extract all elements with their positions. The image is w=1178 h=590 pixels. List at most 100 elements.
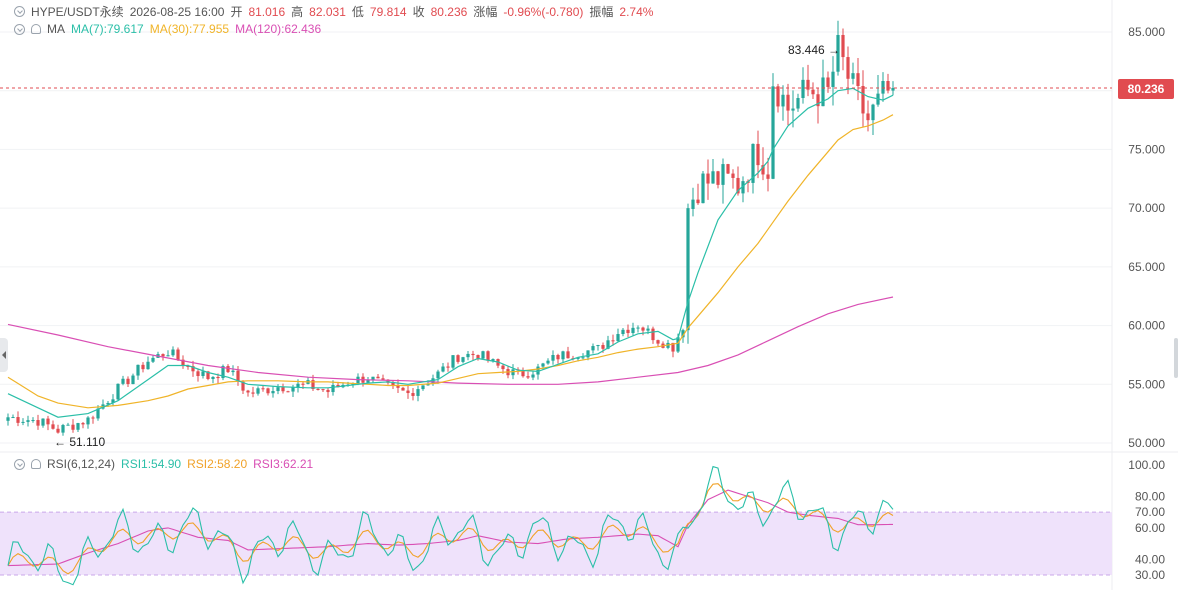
candle-body xyxy=(881,81,884,94)
candle-body xyxy=(16,417,19,423)
candle-body xyxy=(216,377,219,378)
ma-label[interactable]: MA xyxy=(47,22,65,36)
price-tick-label: 60.000 xyxy=(1128,319,1165,333)
rsi-tick-label: 100.00 xyxy=(1128,458,1165,472)
candle-body xyxy=(226,366,229,372)
candle-body xyxy=(171,350,174,356)
candle-body xyxy=(381,378,384,379)
change-label: 涨幅 xyxy=(473,3,497,20)
candle-body xyxy=(86,417,89,424)
candle-body xyxy=(501,366,504,369)
candle-body xyxy=(851,73,854,79)
rsi-tick-label: 80.00 xyxy=(1135,489,1165,503)
candle-body xyxy=(31,420,34,421)
current-price-tag: 80.236 xyxy=(1118,79,1174,99)
ma120-value: MA(120):62.436 xyxy=(235,22,321,36)
price-tick-label: 65.000 xyxy=(1128,260,1165,274)
collapse-toggle-icon[interactable] xyxy=(14,6,25,17)
candle-body xyxy=(581,357,584,358)
candle-body xyxy=(781,95,784,107)
candle-body xyxy=(846,57,849,79)
symbol-label: HYPE/USDT永续 xyxy=(31,3,124,20)
candle-body xyxy=(141,365,144,369)
candle-body xyxy=(561,351,564,359)
candle-body xyxy=(766,174,769,178)
candle-body xyxy=(326,390,329,392)
alarm-bell-icon[interactable] xyxy=(31,24,41,34)
candle-body xyxy=(636,328,639,329)
candle-body xyxy=(621,330,624,334)
candle-body xyxy=(616,334,619,341)
candle-body xyxy=(91,417,94,418)
candle-body xyxy=(626,330,629,333)
candle-body xyxy=(116,384,119,400)
candle-body xyxy=(811,90,814,95)
candle-body xyxy=(596,345,599,346)
high-value: 82.031 xyxy=(309,5,346,19)
candles xyxy=(6,21,894,436)
ma30-line xyxy=(8,115,893,408)
candle-body xyxy=(136,365,139,376)
candle-body xyxy=(316,389,319,390)
left-collapse-handle[interactable] xyxy=(0,338,8,372)
close-label: 收 xyxy=(413,3,425,20)
candle-body xyxy=(376,377,379,379)
rsi-label[interactable]: RSI(6,12,24) xyxy=(47,457,115,471)
candle-body xyxy=(286,391,289,392)
close-value: 80.236 xyxy=(431,5,468,19)
rsi2-value: RSI2:58.20 xyxy=(187,457,247,471)
ma7-value: MA(7):79.617 xyxy=(71,22,144,36)
price-tick-label: 55.000 xyxy=(1128,377,1165,391)
candle-body xyxy=(6,417,9,421)
candle-body xyxy=(71,425,74,430)
candle-body xyxy=(866,113,869,120)
amplitude-label: 振幅 xyxy=(589,3,613,20)
candle-body xyxy=(601,345,604,349)
candle-body xyxy=(51,424,54,428)
candle-body xyxy=(441,367,444,372)
candle-body xyxy=(296,384,299,387)
candle-body xyxy=(301,384,304,385)
candle-body xyxy=(151,358,154,362)
rsi-collapse-icon[interactable] xyxy=(14,459,25,470)
amplitude-value: 2.74% xyxy=(619,5,653,19)
low-label: 低 xyxy=(352,3,364,20)
candle-body xyxy=(161,354,164,356)
candle-body xyxy=(276,387,279,391)
candle-body xyxy=(631,328,634,333)
candle-body xyxy=(76,423,79,430)
right-scroll-handle[interactable] xyxy=(1174,338,1178,378)
candle-body xyxy=(711,171,714,183)
rsi-tick-label: 70.00 xyxy=(1135,505,1165,519)
candle-body xyxy=(256,388,259,393)
price-tick-label: 85.000 xyxy=(1128,25,1165,39)
candle-body xyxy=(641,328,644,331)
candle-body xyxy=(861,86,864,113)
candle-body xyxy=(261,388,264,389)
candle-body xyxy=(406,391,409,393)
candle-body xyxy=(201,371,204,376)
rsi3-value: RSI3:62.21 xyxy=(253,457,313,471)
candle-body xyxy=(411,393,414,396)
candle-body xyxy=(456,355,459,362)
high-label: 高 xyxy=(291,3,303,20)
candle-body xyxy=(776,86,779,106)
candle-body xyxy=(726,164,729,173)
candle-body xyxy=(421,385,424,389)
ma-collapse-icon[interactable] xyxy=(14,24,25,35)
rsi-tick-label: 40.00 xyxy=(1135,552,1165,566)
datetime-label: 2026-08-25 16:00 xyxy=(130,5,225,19)
candle-body xyxy=(61,425,64,433)
rsi-alarm-icon[interactable] xyxy=(31,459,41,469)
candle-body xyxy=(56,429,59,433)
candle-body xyxy=(331,385,334,392)
candle-body xyxy=(481,351,484,358)
candle-body xyxy=(546,361,549,364)
candle-body xyxy=(11,417,14,418)
candle-body xyxy=(21,422,24,423)
open-value: 81.016 xyxy=(248,5,285,19)
candle-body xyxy=(66,425,69,426)
change-value: -0.96%(-0.780) xyxy=(503,5,583,19)
candle-body xyxy=(731,174,734,178)
